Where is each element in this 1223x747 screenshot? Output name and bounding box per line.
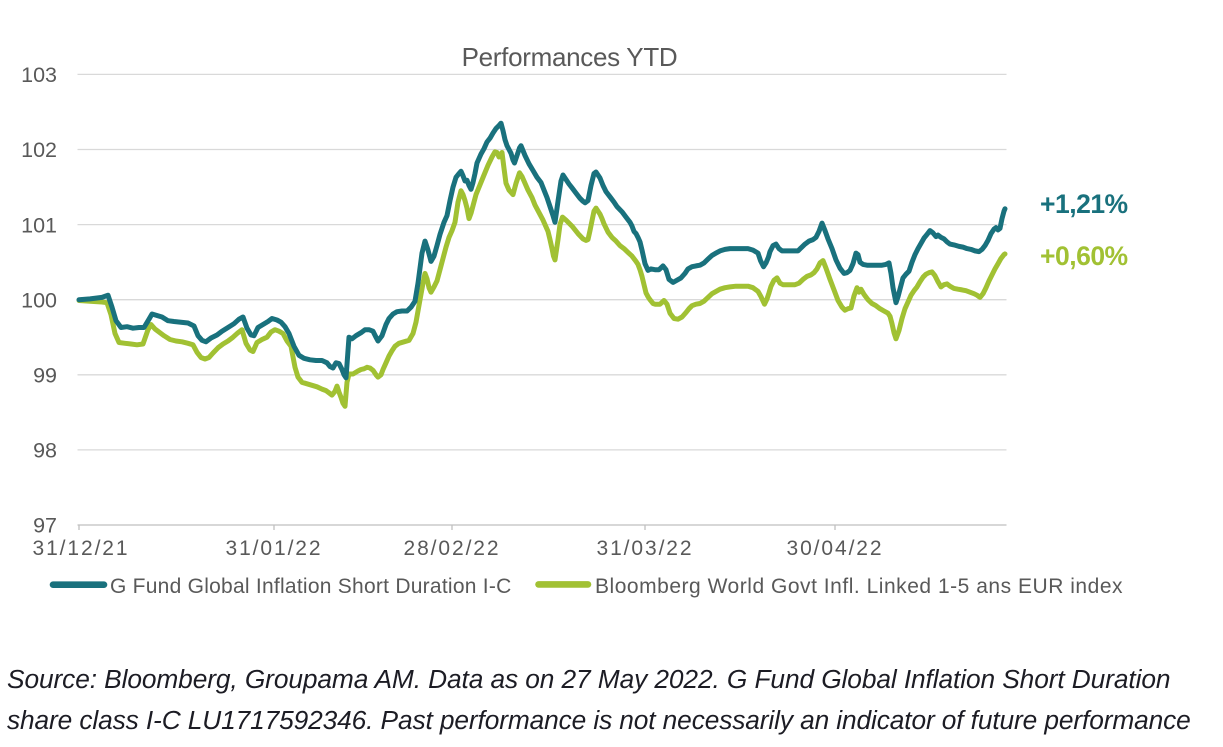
svg-text:Bloomberg World Govt Infl. Lin: Bloomberg World Govt Infl. Linked 1-5 an… [595,575,1123,598]
svg-text:30/04/22: 30/04/22 [787,537,884,560]
svg-text:98: 98 [33,439,57,463]
svg-text:+1,21%: +1,21% [1040,189,1128,219]
svg-text:28/02/22: 28/02/22 [404,537,501,560]
svg-text:share class I-C LU1717592346.: share class I-C LU1717592346. Past perfo… [7,705,1191,735]
svg-text:31/12/21: 31/12/21 [33,537,130,560]
svg-text:Performances YTD: Performances YTD [462,42,678,72]
svg-text:31/03/22: 31/03/22 [597,537,694,560]
svg-text:103: 103 [21,63,57,87]
svg-text:31/01/22: 31/01/22 [226,537,323,560]
svg-text:+0,60%: +0,60% [1040,241,1128,271]
svg-text:102: 102 [21,138,57,162]
svg-text:97: 97 [33,514,57,538]
svg-text:99: 99 [33,364,57,388]
svg-text:G Fund Global Inflation Short: G Fund Global Inflation Short Duration I… [110,575,512,598]
svg-text:101: 101 [21,213,57,237]
svg-text:100: 100 [21,288,57,312]
svg-text:Source: Bloomberg, Groupama AM: Source: Bloomberg, Groupama AM. Data as … [7,664,1170,694]
